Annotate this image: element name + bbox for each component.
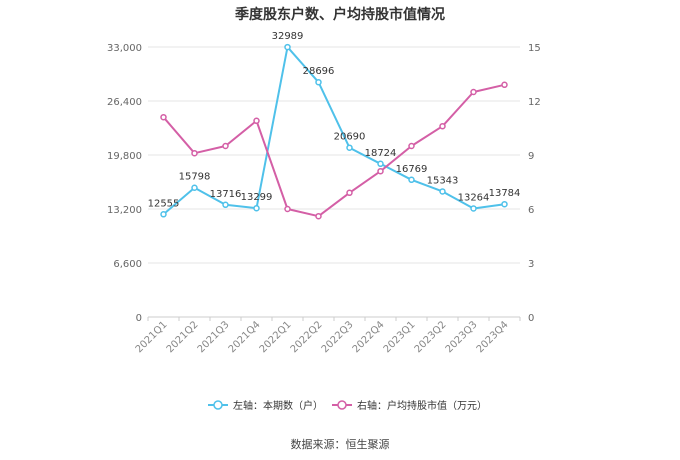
data-point-avg-value (284, 205, 291, 213)
data-point-avg-value (439, 122, 446, 130)
data-point-holders (253, 204, 260, 212)
data-label: 13784 (489, 188, 521, 199)
x-axis-tick-label: 2023Q4 (475, 319, 511, 355)
data-label: 18724 (365, 148, 397, 159)
x-axis-tick-label: 2021Q2 (165, 319, 201, 355)
data-point-holders (191, 184, 198, 191)
data-point-holders (439, 188, 446, 195)
x-axis-tick-label: 2023Q2 (413, 319, 449, 355)
x-axis-tick-label: 2022Q2 (289, 319, 325, 355)
data-point-holders (315, 78, 322, 86)
x-axis-tick-label: 2021Q3 (196, 319, 232, 355)
data-point-holders (346, 144, 353, 151)
data-point-avg-value (470, 88, 477, 96)
legend-marker (213, 400, 223, 410)
data-point-avg-value (315, 212, 322, 220)
x-axis-tick-label: 2022Q3 (320, 319, 356, 355)
chart-title: 季度股东户数、户均持股市值情况 (235, 7, 445, 23)
data-point-avg-value (501, 81, 508, 89)
data-label: 20690 (334, 132, 366, 143)
data-label: 15798 (179, 172, 211, 183)
data-point-avg-value (253, 117, 260, 125)
data-label: 15343 (427, 175, 459, 186)
right-axis-tick-label: 9 (528, 151, 534, 162)
data-point-avg-value (160, 113, 167, 121)
data-point-holders (408, 176, 415, 184)
data-label: 12555 (148, 198, 180, 209)
data-point-holders (501, 200, 508, 208)
data-label: 32989 (272, 31, 304, 42)
data-label: 13299 (241, 192, 273, 203)
data-point-holders (160, 211, 167, 218)
right-axis-tick-label: 6 (528, 205, 534, 216)
data-point-holders (377, 160, 384, 168)
data-point-avg-value (191, 149, 198, 157)
data-point-holders (284, 43, 291, 51)
left-axis-tick-label: 26,400 (107, 97, 142, 108)
x-axis-tick-label: 2021Q1 (134, 319, 170, 355)
x-axis-tick-label: 2021Q4 (227, 319, 263, 355)
right-axis-tick-label: 0 (528, 313, 534, 324)
left-axis-tick-label: 33,000 (107, 43, 142, 54)
right-axis-tick-label: 15 (528, 43, 541, 54)
data-point-holders (470, 205, 477, 212)
legend-label: 右轴：户均持股市值（万元） (357, 399, 487, 412)
data-point-avg-value (408, 142, 415, 150)
left-axis-tick-label: 0 (136, 313, 142, 324)
data-point-avg-value (222, 142, 229, 150)
legend-label: 左轴：本期数（户） (233, 399, 323, 412)
data-point-avg-value (377, 167, 384, 175)
x-axis-tick-label: 2022Q4 (351, 319, 387, 355)
series-line-avg-value (162, 83, 505, 218)
x-axis-tick-label: 2023Q3 (444, 319, 480, 355)
data-label: 13264 (458, 192, 490, 203)
legend-marker (337, 400, 347, 410)
x-axis-tick-label: 2023Q1 (382, 319, 418, 355)
data-label: 16769 (396, 164, 428, 175)
left-axis-tick-label: 13,200 (107, 205, 142, 216)
left-axis-tick-label: 6,600 (113, 259, 142, 270)
x-axis-tick-label: 2022Q1 (258, 319, 294, 355)
left-axis-tick-label: 19,800 (107, 151, 142, 162)
right-axis-tick-label: 12 (528, 97, 541, 108)
data-point-avg-value (346, 189, 353, 197)
series-line-holders (162, 46, 505, 216)
data-label: 28696 (303, 66, 335, 77)
data-label: 13716 (210, 189, 242, 200)
data-point-holders (222, 201, 229, 209)
right-axis-tick-label: 3 (528, 259, 534, 270)
data-source: 数据来源：恒生聚源 (290, 438, 390, 451)
